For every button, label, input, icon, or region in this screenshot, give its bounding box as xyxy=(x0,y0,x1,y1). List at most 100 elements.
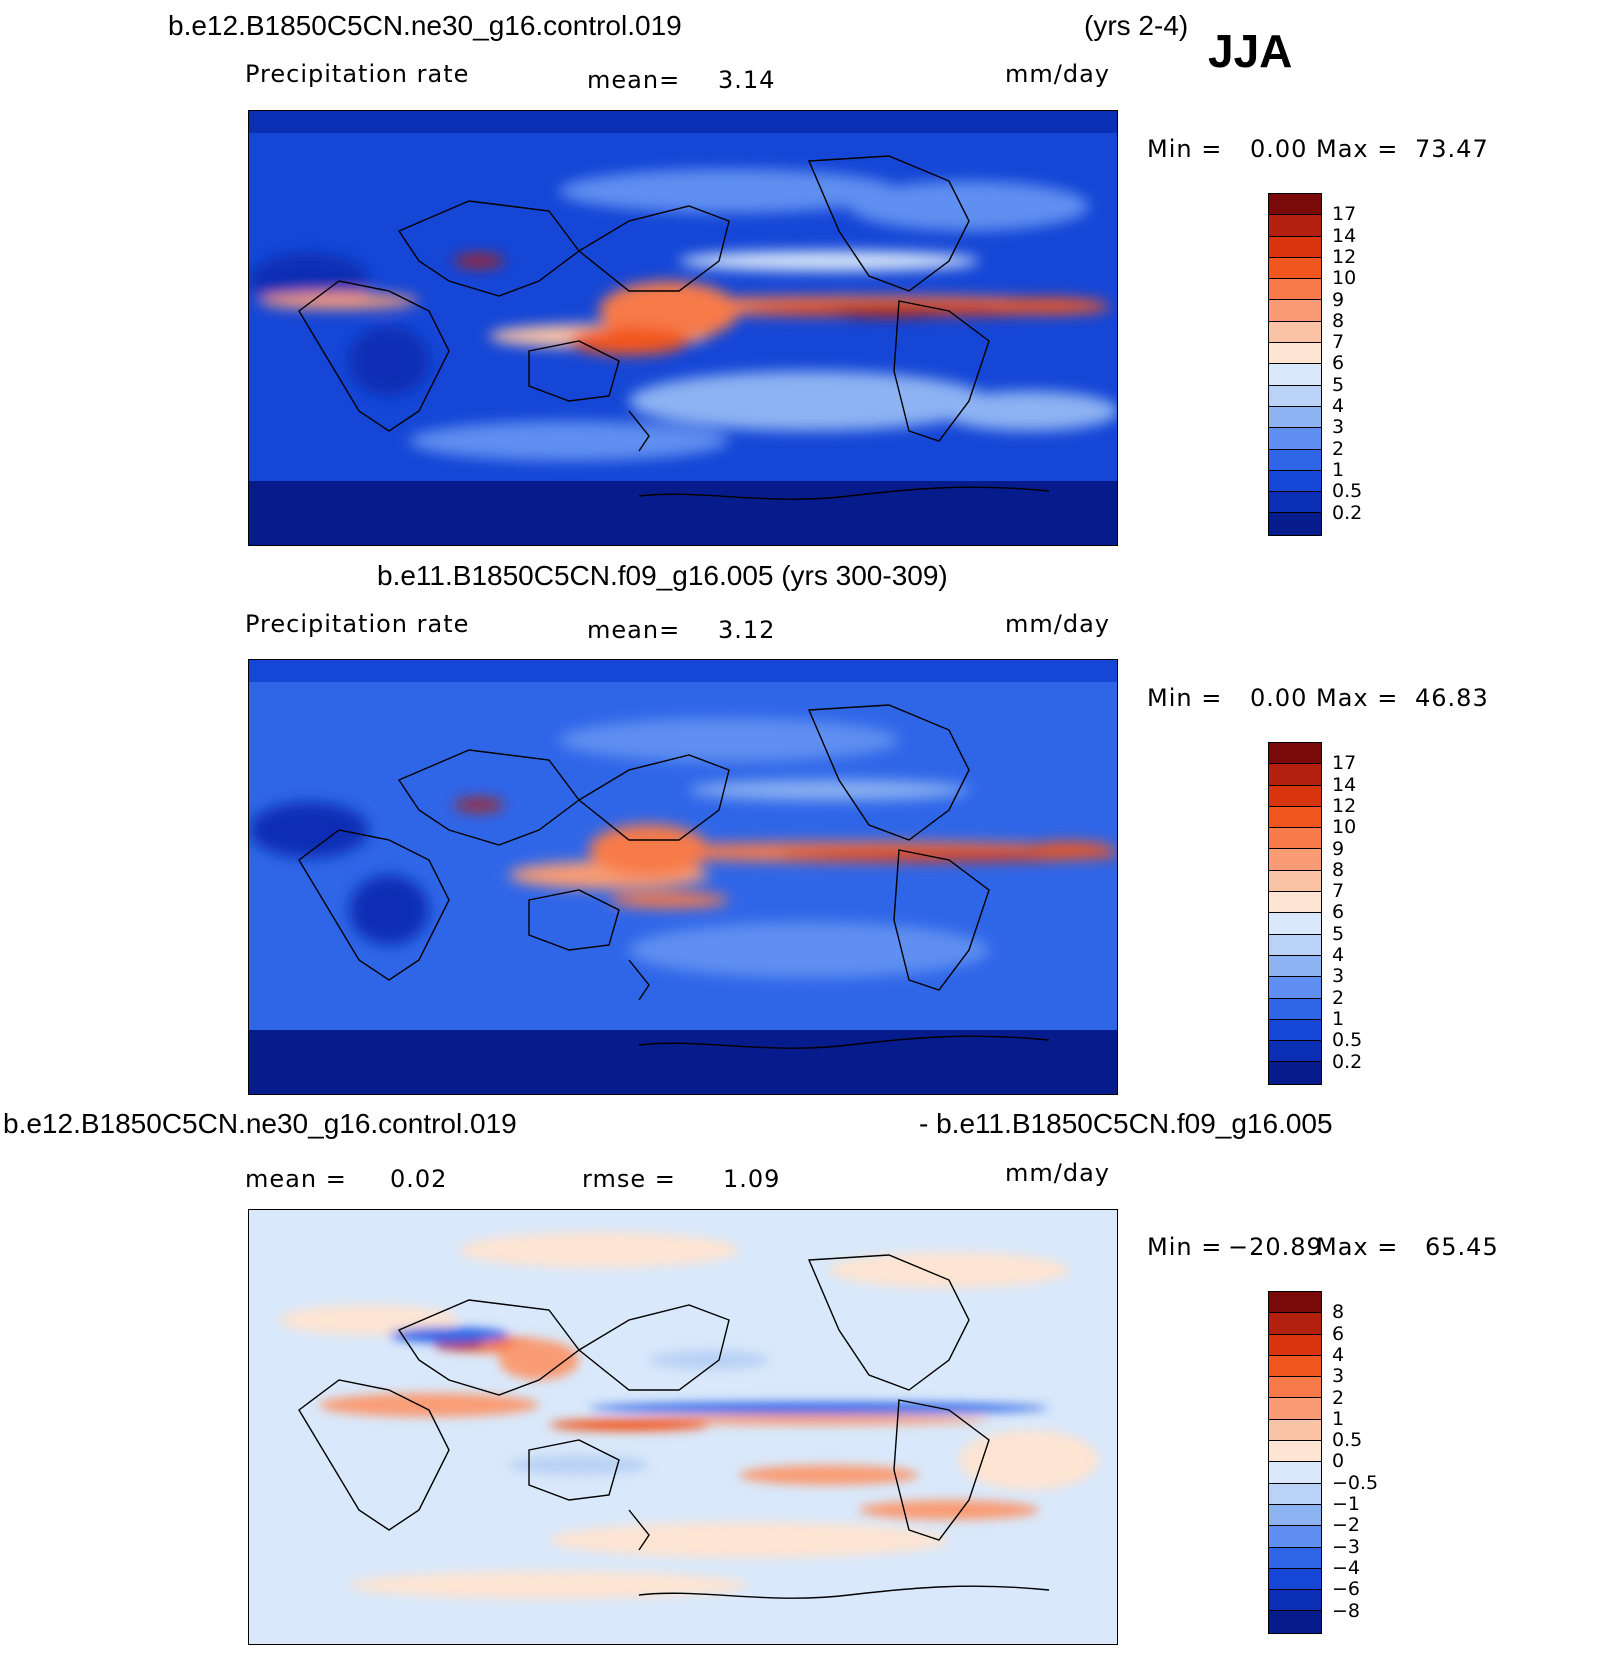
colorbar-swatch xyxy=(1269,1019,1321,1042)
colorbar-swatch xyxy=(1269,1547,1321,1569)
colorbar-swatch xyxy=(1269,849,1321,871)
colorbar-swatch xyxy=(1269,1611,1321,1633)
colorbar-swatch xyxy=(1269,364,1321,386)
colorbar-swatch xyxy=(1269,492,1321,514)
middle-units: mm/day xyxy=(1005,610,1110,638)
colorbar-swatch xyxy=(1269,1568,1321,1591)
colorbar-tick-label: 6 xyxy=(1332,1322,1345,1345)
top-mean-value: 3.14 xyxy=(718,66,776,94)
colorbar-tick-label: 1 xyxy=(1332,1007,1345,1030)
colorbar-swatch xyxy=(1269,1526,1321,1548)
colorbar-tick-label: 17 xyxy=(1332,203,1357,226)
top-max-value: 73.47 xyxy=(1415,135,1489,163)
colorbar-tick-label: 8 xyxy=(1332,309,1345,332)
diff-min-value: −20.89 xyxy=(1228,1233,1323,1261)
colorbar-tick-label: 5 xyxy=(1332,922,1345,945)
colorbar-tick-label: −3 xyxy=(1332,1535,1361,1558)
colorbar-swatch xyxy=(1269,913,1321,935)
colorbar-swatch xyxy=(1269,1334,1321,1356)
colorbar-swatch xyxy=(1269,892,1321,914)
diff-colorbar xyxy=(1268,1291,1322,1634)
colorbar-tick-label: 7 xyxy=(1332,880,1345,903)
diff-rmse-label: rmse = xyxy=(582,1165,676,1193)
colorbar-swatch xyxy=(1269,764,1321,786)
colorbar-swatch xyxy=(1269,385,1321,407)
colorbar-tick-label: 1 xyxy=(1332,1407,1345,1430)
season-label: JJA xyxy=(1208,25,1293,77)
colorbar-tick-label: 1 xyxy=(1332,458,1345,481)
middle-min-value: 0.00 xyxy=(1250,684,1308,712)
colorbar-tick-label: −4 xyxy=(1332,1556,1361,1579)
colorbar-tick-label: 5 xyxy=(1332,373,1345,396)
colorbar-swatch xyxy=(1269,870,1321,893)
colorbar-swatch xyxy=(1269,321,1321,344)
colorbar-swatch xyxy=(1269,998,1321,1020)
colorbar-swatch xyxy=(1269,1462,1321,1484)
colorbar-tick-label: 4 xyxy=(1332,1343,1345,1366)
colorbar-tick-label: −0.5 xyxy=(1332,1471,1379,1494)
colorbar-swatch xyxy=(1269,785,1321,807)
colorbar-tick-label: 8 xyxy=(1332,858,1345,881)
colorbar-swatch xyxy=(1269,1041,1321,1063)
colorbar-tick-label: 6 xyxy=(1332,352,1345,375)
colorbar-swatch xyxy=(1269,1313,1321,1335)
colorbar-swatch xyxy=(1269,1292,1321,1314)
colorbar-tick-label: 9 xyxy=(1332,837,1345,860)
colorbar-tick-label: −2 xyxy=(1332,1514,1361,1537)
colorbar-swatch xyxy=(1269,1504,1321,1527)
top-precip-map xyxy=(248,110,1118,546)
colorbar-tick-label: 17 xyxy=(1332,752,1357,775)
diff-max-value: 65.45 xyxy=(1425,1233,1499,1261)
middle-max-value: 46.83 xyxy=(1415,684,1489,712)
middle-mean-label: mean= xyxy=(587,616,681,644)
colorbar-swatch xyxy=(1269,449,1321,471)
middle-mean-value: 3.12 xyxy=(718,616,776,644)
top-years: (yrs 2-4) xyxy=(1084,10,1189,41)
colorbar-swatch xyxy=(1269,1483,1321,1505)
colorbar-swatch xyxy=(1269,1590,1321,1612)
colorbar-swatch xyxy=(1269,343,1321,365)
diff-rmse-value: 1.09 xyxy=(723,1165,781,1193)
top-variable-label: Precipitation rate xyxy=(245,60,470,88)
colorbar-swatch xyxy=(1269,428,1321,450)
colorbar-swatch xyxy=(1269,743,1321,765)
colorbar-swatch xyxy=(1269,934,1321,956)
colorbar-swatch xyxy=(1269,215,1321,237)
colorbar-tick-label: 3 xyxy=(1332,965,1345,988)
colorbar-tick-label: 2 xyxy=(1332,986,1345,1009)
diff-max-label: Max = xyxy=(1316,1233,1399,1261)
colorbar-swatch xyxy=(1269,955,1321,978)
colorbar-tick-label: 14 xyxy=(1332,224,1357,247)
colorbar-swatch xyxy=(1269,806,1321,829)
colorbar-swatch xyxy=(1269,194,1321,216)
difference-map xyxy=(248,1209,1118,1645)
top-mean-label: mean= xyxy=(587,66,681,94)
colorbar-tick-label: −6 xyxy=(1332,1578,1361,1601)
colorbar-swatch xyxy=(1269,470,1321,493)
colorbar-tick-label: −8 xyxy=(1332,1599,1361,1622)
middle-colorbar xyxy=(1268,742,1322,1085)
top-colorbar xyxy=(1268,193,1322,536)
top-min-value: 0.00 xyxy=(1250,135,1308,163)
colorbar-swatch xyxy=(1269,279,1321,301)
colorbar-tick-label: 0.5 xyxy=(1332,480,1363,503)
colorbar-tick-label: 0.2 xyxy=(1332,1050,1363,1073)
colorbar-tick-label: 0.2 xyxy=(1332,501,1363,524)
diff-units: mm/day xyxy=(1005,1159,1110,1187)
colorbar-swatch xyxy=(1269,1398,1321,1420)
colorbar-tick-label: 4 xyxy=(1332,395,1345,417)
diff-case-title-left: b.e12.B1850C5CN.ne30_g16.control.019 xyxy=(3,1108,517,1139)
colorbar-tick-label: 7 xyxy=(1332,331,1345,354)
diff-mean-value: 0.02 xyxy=(390,1165,448,1193)
colorbar-tick-label: 2 xyxy=(1332,1386,1345,1409)
colorbar-swatch xyxy=(1269,977,1321,999)
colorbar-swatch xyxy=(1269,1441,1321,1463)
middle-max-label: Max = xyxy=(1316,684,1399,712)
colorbar-swatch xyxy=(1269,257,1321,280)
colorbar-tick-label: 3 xyxy=(1332,416,1345,439)
colorbar-swatch xyxy=(1269,513,1321,535)
colorbar-swatch xyxy=(1269,1419,1321,1442)
colorbar-tick-label: 10 xyxy=(1332,816,1357,839)
colorbar-tick-label: 8 xyxy=(1332,1301,1345,1324)
colorbar-swatch xyxy=(1269,236,1321,258)
